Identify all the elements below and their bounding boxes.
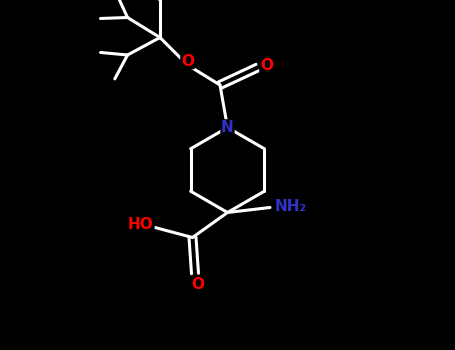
Text: HO: HO (128, 217, 154, 232)
Text: O: O (260, 57, 273, 72)
Text: N: N (221, 120, 234, 135)
Text: O: O (181, 54, 194, 69)
Text: NH₂: NH₂ (275, 199, 307, 214)
Text: O: O (191, 277, 204, 292)
